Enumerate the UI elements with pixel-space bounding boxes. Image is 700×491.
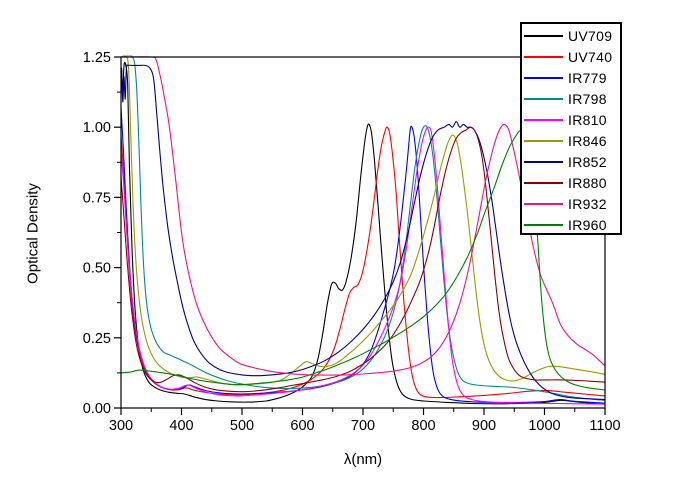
legend-item-IR798: IR798 xyxy=(524,88,620,109)
legend-item-IR852: IR852 xyxy=(524,151,620,172)
y-tick-label: 0.00 xyxy=(83,401,111,417)
legend-line-sample xyxy=(524,139,563,142)
y-axis-title: Optical Density xyxy=(24,183,42,284)
x-tick-label: 1100 xyxy=(589,418,620,434)
series-IR852 xyxy=(120,64,606,401)
y-tick-label: 1.25 xyxy=(83,50,111,66)
series-IR880 xyxy=(120,126,606,393)
legend-item-IR932: IR932 xyxy=(524,193,620,214)
legend: UV709 UV740 IR779 IR798 IR810 IR846 IR852 IR880… xyxy=(520,22,622,235)
y-tick-label: 1.00 xyxy=(83,120,111,136)
x-tick-label: 300 xyxy=(109,418,133,434)
legend-label: IR798 xyxy=(568,90,607,107)
x-tick-label: 600 xyxy=(290,418,314,434)
y-tick-label: 0.50 xyxy=(83,261,111,277)
legend-item-IR880: IR880 xyxy=(524,172,620,193)
legend-item-IR846: IR846 xyxy=(524,130,620,151)
legend-item-UV709: UV709 xyxy=(524,25,620,46)
legend-line-sample xyxy=(524,34,563,37)
x-axis: 300 400 500 600 700 800 900 1000 1100 xyxy=(109,408,621,434)
y-tick-label: 0.25 xyxy=(83,331,111,347)
legend-item-UV740: UV740 xyxy=(524,46,620,67)
series-IR932 xyxy=(120,56,606,376)
y-tick-label: 0.75 xyxy=(83,190,111,206)
legend-line-sample xyxy=(524,202,563,205)
legend-label: IR852 xyxy=(568,153,607,170)
legend-line-sample xyxy=(524,76,563,79)
x-tick-label: 700 xyxy=(351,418,375,434)
legend-label: IR779 xyxy=(568,69,607,86)
series-IR798 xyxy=(120,55,606,401)
legend-label: IR932 xyxy=(568,195,607,212)
legend-line-sample xyxy=(524,181,563,184)
legend-label: IR846 xyxy=(568,132,607,149)
legend-line-sample xyxy=(524,223,563,226)
legend-label: UV740 xyxy=(568,48,613,65)
x-tick-label: 900 xyxy=(472,418,496,434)
legend-line-sample xyxy=(524,55,563,58)
x-axis-title: λ(nm) xyxy=(343,451,383,468)
legend-label: IR880 xyxy=(568,174,607,191)
series-IR960 xyxy=(120,129,606,391)
legend-item-IR960: IR960 xyxy=(524,214,620,235)
legend-item-IR810: IR810 xyxy=(524,109,620,130)
series-lines xyxy=(120,55,606,405)
legend-label: IR810 xyxy=(568,111,607,128)
x-tick-label: 400 xyxy=(169,418,193,434)
series-IR810 xyxy=(120,126,606,405)
legend-line-sample xyxy=(524,160,563,163)
x-tick-label: 1000 xyxy=(528,418,560,434)
x-tick-label: 500 xyxy=(230,418,254,434)
legend-label: UV709 xyxy=(568,27,613,44)
legend-line-sample xyxy=(524,118,563,121)
legend-label: IR960 xyxy=(568,216,607,233)
x-tick-label: 800 xyxy=(411,418,435,434)
y-axis: 0.00 0.25 0.50 0.75 1.00 1.25 xyxy=(83,50,121,417)
series-IR846 xyxy=(120,55,606,386)
legend-item-IR779: IR779 xyxy=(524,67,620,88)
legend-line-sample xyxy=(524,97,563,100)
